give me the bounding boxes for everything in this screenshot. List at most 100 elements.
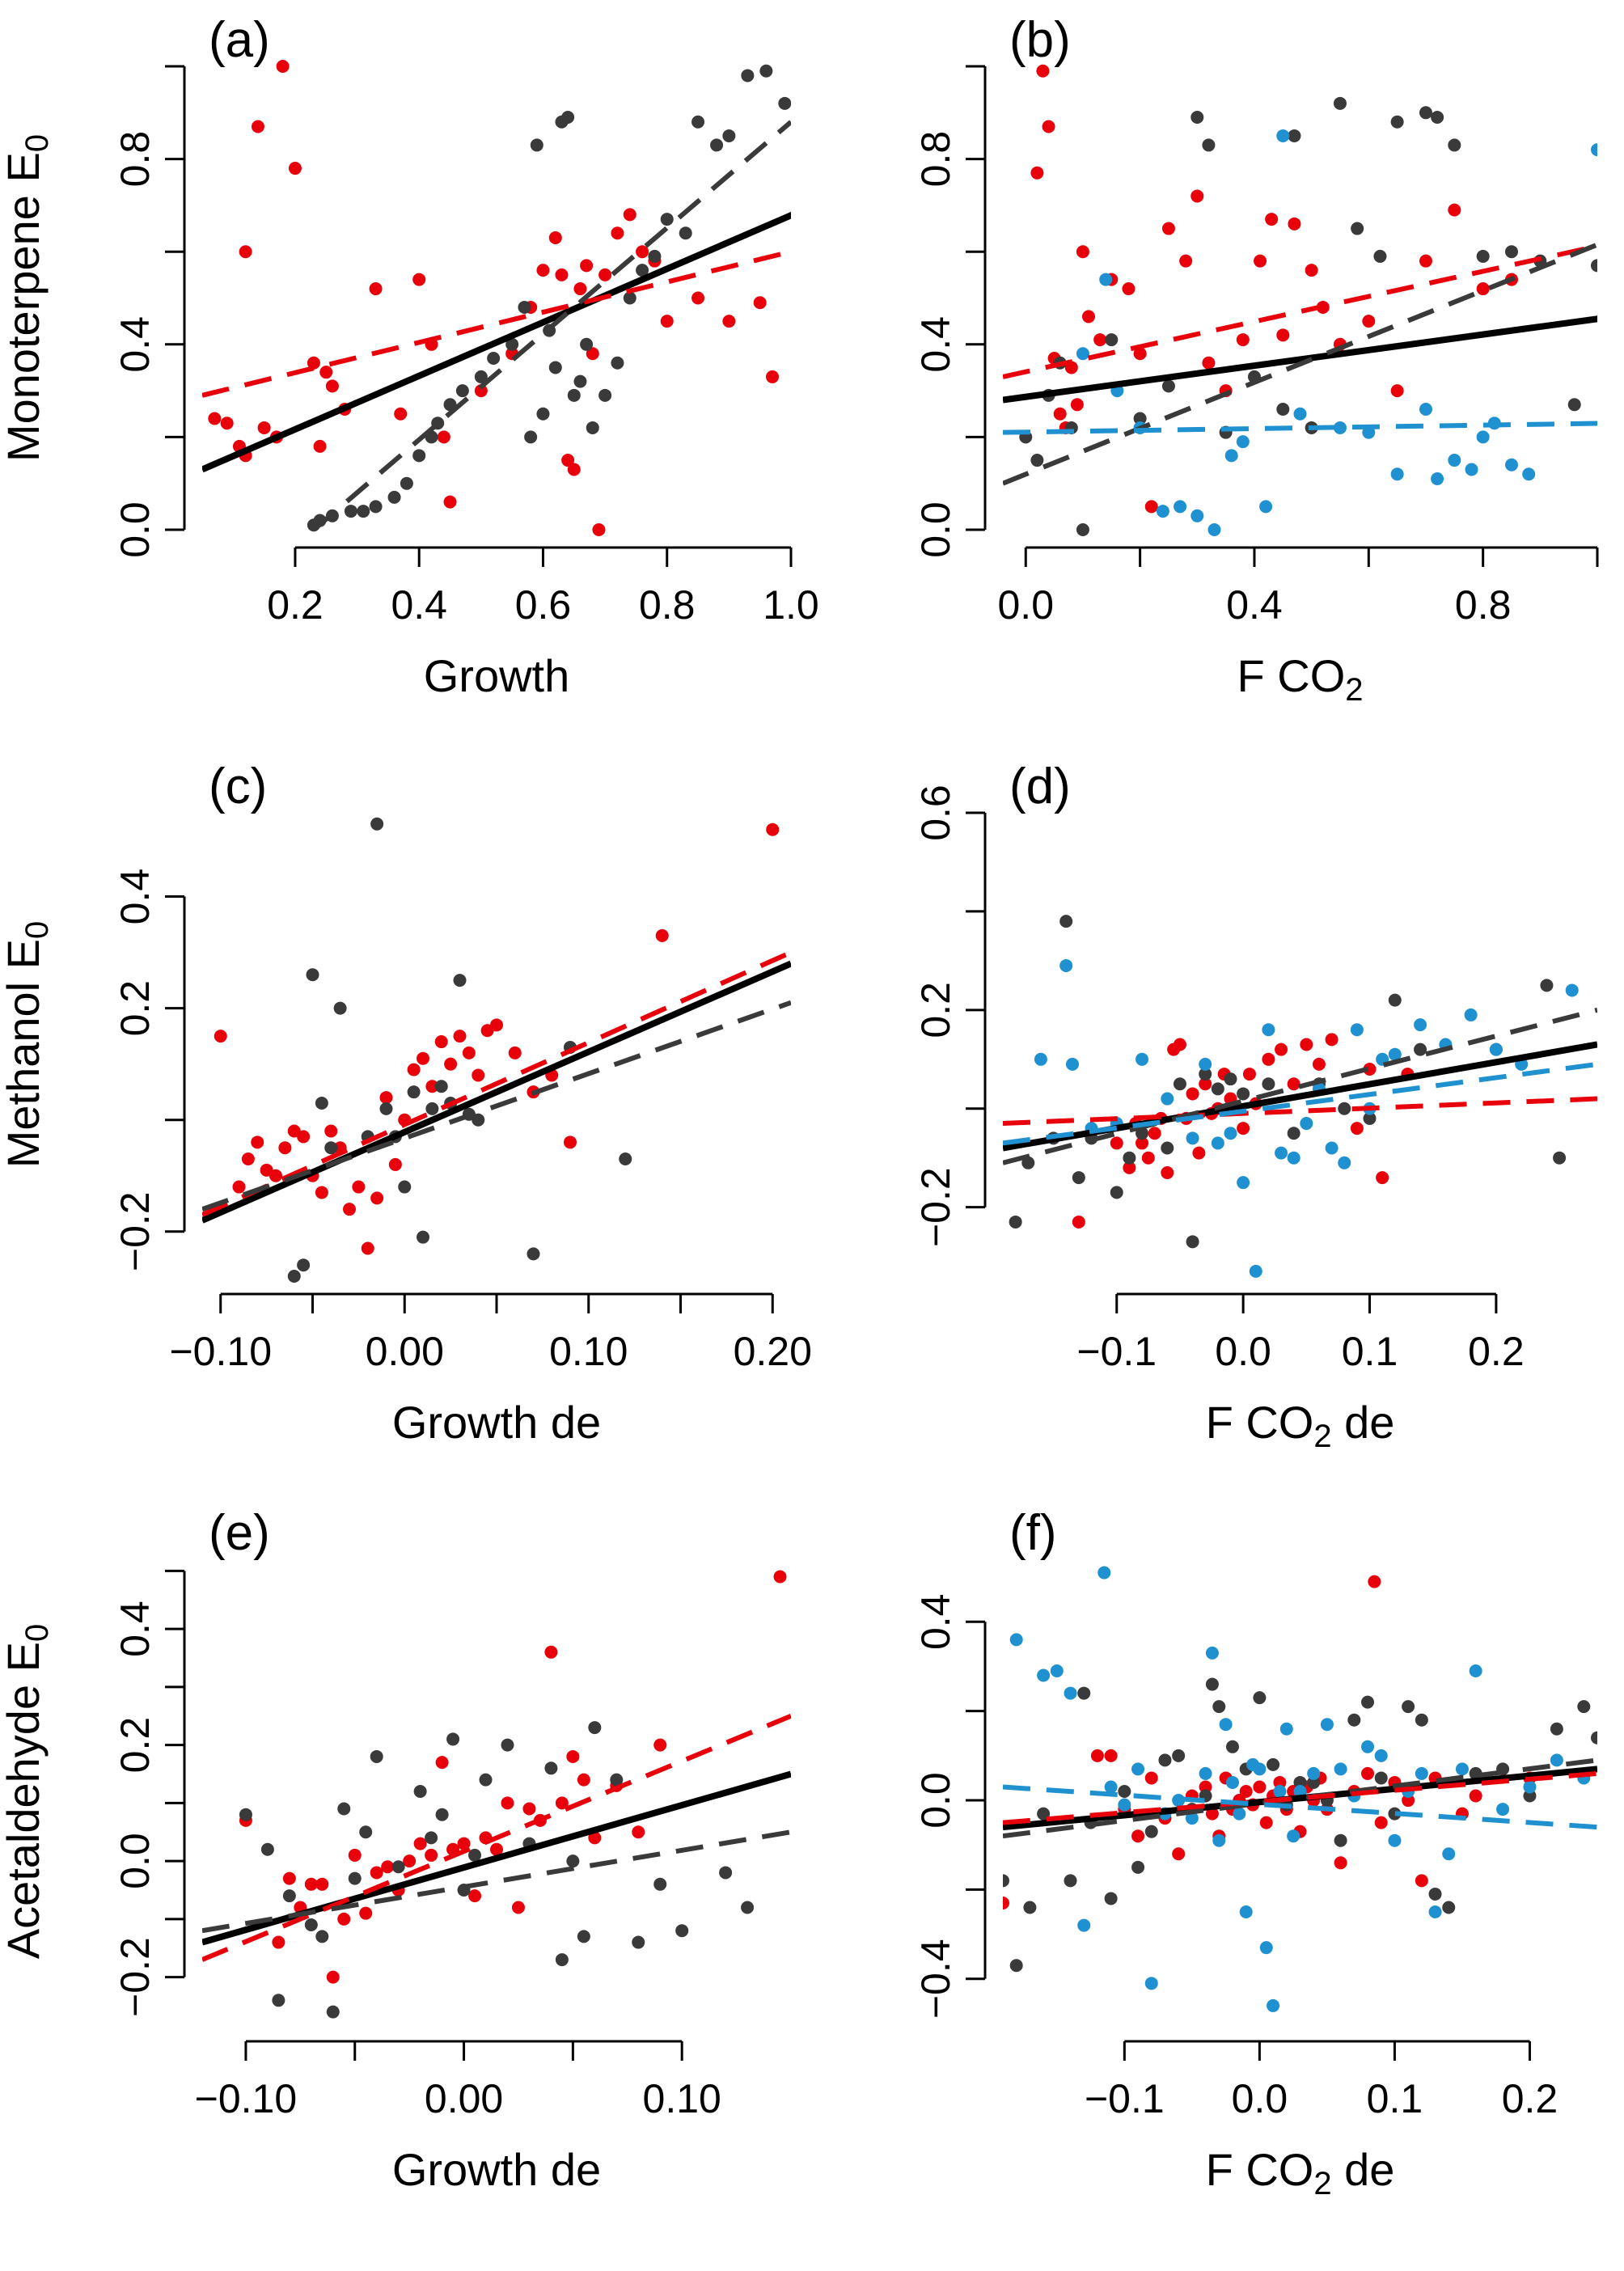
point-red <box>1402 1794 1415 1808</box>
point-blue <box>1273 1785 1287 1798</box>
point-red <box>1265 213 1279 226</box>
point-red <box>511 1901 525 1914</box>
x-tick-label: 0.0 <box>1232 2076 1288 2121</box>
point-red <box>508 1046 522 1059</box>
point-red <box>1042 120 1055 133</box>
panel-tag: (a) <box>209 12 270 68</box>
point-dark <box>1347 1713 1361 1727</box>
point-red <box>297 1130 311 1144</box>
point-red <box>1350 1122 1364 1136</box>
point-dark <box>1333 96 1347 110</box>
point-dark <box>337 1802 351 1816</box>
point-dark <box>1161 1141 1174 1155</box>
point-blue <box>1300 1117 1313 1131</box>
point-red <box>1305 264 1318 277</box>
point-blue <box>1320 1718 1334 1732</box>
point-blue <box>1388 1833 1402 1847</box>
dashed-fit-line-red <box>1003 1096 1597 1127</box>
y-tick-label: −0.2 <box>112 1191 158 1271</box>
point-red <box>425 1848 438 1862</box>
point-red <box>412 273 426 286</box>
point-dark <box>1030 454 1044 467</box>
point-blue <box>1550 1753 1563 1767</box>
x-tick-label: 0.6 <box>515 582 572 628</box>
point-blue <box>1259 500 1273 514</box>
point-blue <box>1104 1780 1118 1794</box>
point-dark <box>1431 111 1444 125</box>
point-dark <box>348 1871 362 1885</box>
y-tick-label: 0.0 <box>112 1833 158 1889</box>
point-blue <box>1037 1668 1051 1682</box>
point-red <box>359 1906 373 1920</box>
point-red <box>282 1871 296 1885</box>
point-dark <box>611 356 624 370</box>
point-red <box>1361 1766 1375 1780</box>
point-dark <box>1591 1731 1597 1744</box>
point-red <box>325 379 339 393</box>
point-red <box>257 421 271 434</box>
point-dark <box>474 370 488 383</box>
point-red <box>337 1912 351 1926</box>
x-axis-label-main: Growth de <box>392 1397 601 1448</box>
point-red <box>272 1935 285 1949</box>
point-dark <box>653 1877 667 1891</box>
point-dark <box>632 1935 645 1949</box>
point-dark <box>501 1738 514 1752</box>
point-blue <box>1066 1057 1080 1071</box>
point-red <box>269 1169 282 1182</box>
point-red <box>548 231 562 245</box>
point-red <box>1237 1122 1250 1136</box>
y-tick-label: 0.2 <box>112 980 158 1037</box>
point-dark <box>1374 1771 1388 1785</box>
point-red <box>1172 1847 1186 1861</box>
point-dark <box>580 337 594 351</box>
x-tick-label: 0.00 <box>366 1329 444 1374</box>
points-group <box>214 817 780 1283</box>
point-dark <box>315 1096 328 1110</box>
point-red <box>457 1837 471 1850</box>
dashed-fit-line-red <box>1003 1770 1597 1825</box>
point-red <box>1390 384 1404 398</box>
panel-f: −0.1 0.0 0.1 0.2 −0.4 0.0 0.4 (f) F CO2 de <box>913 1505 1597 2201</box>
point-blue <box>1174 500 1187 514</box>
point-dark <box>1415 1713 1428 1727</box>
point-red <box>232 1180 246 1194</box>
solid-fit-line-black <box>202 211 791 473</box>
y-tick-label: 0.0 <box>112 501 158 558</box>
point-blue <box>1144 1977 1158 1990</box>
y-axis-label-main: Monoterpene E <box>0 152 49 462</box>
point-blue <box>1207 523 1221 536</box>
point-red <box>1082 310 1096 324</box>
point-red <box>304 1877 318 1891</box>
y-tick-label: 0.4 <box>112 1601 158 1657</box>
point-blue <box>1136 1052 1149 1066</box>
point-dark <box>586 421 599 434</box>
point-red <box>220 417 234 430</box>
point-dark <box>1442 1901 1456 1914</box>
point-dark <box>1567 398 1581 412</box>
point-red <box>544 1645 558 1659</box>
point-dark <box>1428 1887 1442 1901</box>
point-dark <box>1469 1766 1482 1780</box>
point-dark <box>1023 1901 1037 1914</box>
panel-tag: (e) <box>209 1505 270 1561</box>
point-red <box>722 315 736 328</box>
point-red <box>444 1057 458 1071</box>
panel-d: −0.1 0.0 0.1 0.2 −0.2 0.2 0.6 (d) F CO2 de <box>913 759 1597 1454</box>
point-blue <box>1239 1905 1253 1919</box>
points-group <box>208 60 791 536</box>
point-dark <box>598 388 612 402</box>
point-dark <box>1390 115 1404 129</box>
point-dark <box>1373 249 1387 263</box>
point-dark <box>357 505 370 518</box>
point-dark <box>719 1866 733 1880</box>
x-tick-label: 0.8 <box>1455 582 1512 628</box>
point-dark <box>1262 1077 1275 1091</box>
point-red <box>1076 245 1089 259</box>
point-dark <box>530 138 543 152</box>
y-tick-label: 0.2 <box>913 982 958 1038</box>
point-blue <box>1186 1131 1199 1145</box>
point-blue <box>1009 1633 1023 1647</box>
point-blue <box>1219 1718 1233 1732</box>
